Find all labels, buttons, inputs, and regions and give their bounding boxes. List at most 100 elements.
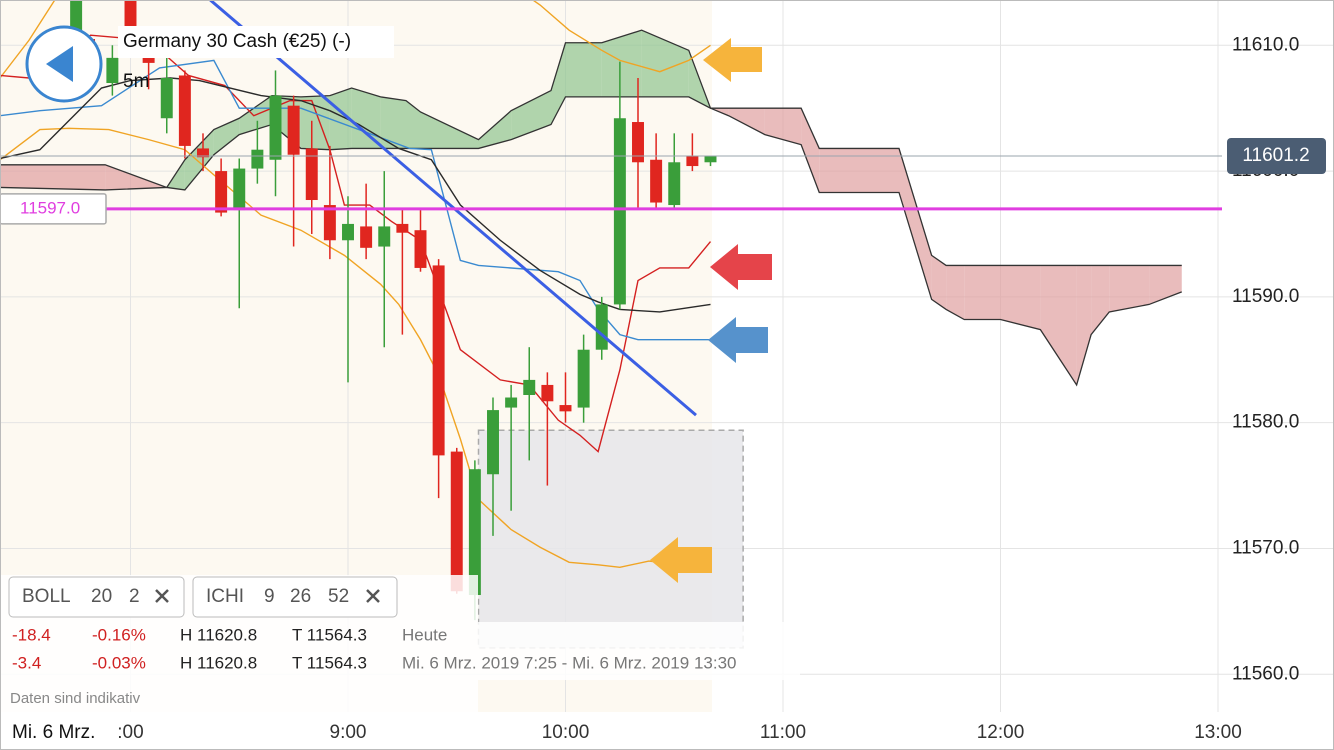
candle-body	[632, 122, 644, 163]
plot	[0, 0, 1222, 649]
chart-title: Germany 30 Cash (€25) (-)	[123, 31, 351, 52]
cloud-fill	[0, 164, 106, 190]
candle-body	[432, 265, 445, 456]
cloud-fill	[184, 129, 214, 190]
candle-body	[215, 171, 228, 213]
change-pct: -0.03%	[92, 653, 146, 672]
candle-body	[106, 57, 119, 84]
disclaimer: Daten sind indikativ	[10, 690, 141, 707]
cloud-fill	[380, 96, 406, 149]
cloud-fill	[551, 42, 566, 125]
cloud-fill	[964, 265, 1001, 320]
y-tick-label: 11590.0	[1232, 286, 1299, 307]
cloud-fill	[406, 100, 421, 149]
x-tick-label: 11:00	[760, 722, 806, 743]
y-tick-label: 11610.0	[1232, 34, 1299, 55]
candle-body	[178, 75, 191, 146]
candle-body	[142, 55, 155, 63]
cloud-fill	[931, 255, 947, 310]
candle-body	[269, 95, 282, 160]
change-pct: -0.16%	[92, 625, 146, 644]
x-tick-label: :00	[117, 722, 143, 743]
back-icon[interactable]	[46, 46, 73, 82]
x-tick-label: 9:00	[330, 722, 367, 743]
indicator-line	[0, 77, 711, 313]
indicator-param: 20	[91, 586, 112, 607]
cloud-fill	[641, 30, 689, 97]
axes: 11560.011570.011580.011590.011600.011610…	[0, 34, 1326, 749]
high: H 11620.8	[180, 625, 257, 644]
cloud-span-b	[0, 96, 1182, 267]
remove-indicator[interactable]	[366, 589, 380, 603]
x-tick-label: 13:00	[1194, 722, 1242, 743]
period: Heute	[402, 625, 447, 644]
candle-body	[197, 148, 209, 158]
cloud-fill	[329, 88, 352, 150]
low: T 11564.3	[292, 625, 367, 644]
remove-icon[interactable]	[366, 589, 380, 603]
arrow	[708, 317, 768, 363]
candle-body	[468, 469, 481, 596]
change: -18.4	[12, 625, 51, 644]
candle-body	[686, 155, 699, 167]
candle-body	[251, 149, 264, 169]
candle-body	[378, 226, 391, 247]
cloud-fill	[420, 111, 479, 149]
indicator-param: 2	[129, 586, 140, 607]
title-bg	[118, 26, 394, 58]
remove-indicator[interactable]	[155, 589, 169, 603]
indicator-param: 52	[328, 586, 349, 607]
arrows	[650, 38, 772, 583]
last-price-label: 11601.2	[1242, 145, 1309, 166]
low: T 11564.3	[292, 653, 367, 672]
indicator-param: 26	[290, 586, 311, 607]
candle-body	[559, 405, 572, 412]
back-button[interactable]	[25, 25, 103, 103]
arrow	[703, 38, 762, 82]
candle-body	[323, 205, 336, 241]
cloud-fill	[899, 148, 932, 300]
candle-body	[396, 223, 409, 233]
candle-body	[541, 384, 554, 402]
x-tick-label: 12:00	[977, 722, 1025, 743]
timeframe: 5m	[123, 71, 149, 92]
info-bg	[478, 622, 800, 680]
cloud-fill	[1109, 265, 1150, 312]
cloud-fill	[728, 108, 765, 135]
date-label: Mi. 6 Mrz.	[12, 722, 95, 743]
indicator-chip[interactable]	[192, 576, 398, 618]
indicator-line	[0, 0, 711, 79]
candle-body	[650, 159, 663, 203]
alert-badge	[0, 193, 107, 225]
cloud-fill	[1076, 265, 1092, 385]
indicator-name: ICHI	[206, 586, 244, 607]
date-label-bg	[0, 714, 116, 749]
candle-body	[305, 148, 318, 201]
candle-body	[505, 397, 518, 408]
cloud-fill	[1000, 265, 1041, 330]
candle-body	[287, 105, 300, 155]
indicator-chip[interactable]	[8, 576, 185, 618]
remove-icon[interactable]	[155, 589, 169, 603]
candle-body	[595, 304, 608, 350]
selection	[477, 429, 744, 649]
candle-body	[342, 223, 354, 241]
candle-body	[70, 0, 83, 36]
last-price-badge	[1227, 137, 1326, 174]
cloud-fill	[946, 265, 965, 320]
cloud-fill	[511, 90, 551, 140]
candle-body	[487, 410, 499, 475]
candle-body	[613, 118, 626, 305]
x-tick-label: 10:00	[542, 722, 590, 743]
cloud-fill	[764, 108, 802, 145]
candle-body	[414, 230, 427, 268]
candle-body	[233, 168, 246, 211]
cloud-fill	[478, 110, 512, 149]
indicator-param: 9	[264, 586, 275, 607]
cloud-fill	[351, 88, 381, 149]
candle-body	[668, 162, 681, 206]
candle-body	[523, 379, 536, 395]
candle-body	[450, 451, 463, 592]
